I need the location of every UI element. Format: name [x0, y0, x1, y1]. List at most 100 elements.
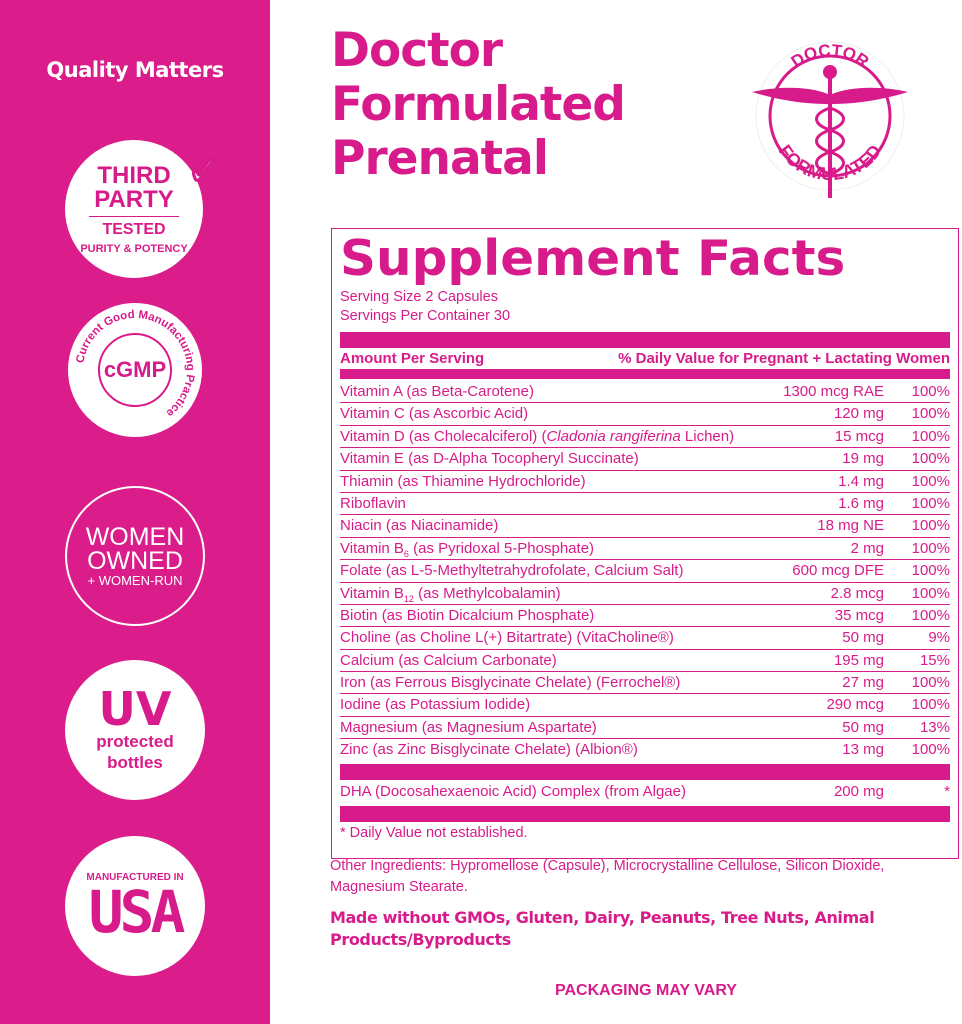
nutrient-rows: Vitamin A (as Beta-Carotene) 1300 mcg RAE… — [340, 381, 950, 762]
third-party-tested-badge: ✓ THIRD PARTY TESTED PURITY & POTENCY — [65, 140, 222, 278]
badge-text: + WOMEN-RUN — [87, 572, 183, 588]
badge-text: THIRD — [97, 161, 171, 189]
badge-text: protected — [96, 732, 174, 751]
nutrient-daily-value: 100% — [911, 562, 950, 580]
nutrient-name-part: Niacin (as Niacinamide) — [340, 517, 499, 535]
divider-bar — [340, 332, 950, 348]
nutrient-name: Iron (as Ferrous Bisglycinate Chelate) (… — [340, 672, 842, 693]
dha-row: DHA (Docosahexaenoic Acid) Complex (from… — [340, 780, 950, 804]
nutrient-name: Iodine (as Potassium Iodide) — [340, 694, 826, 715]
nutrient-daily-value: 100% — [911, 427, 950, 445]
nutrient-name-part: Biotin (as Biotin Dicalcium Phosphate) — [340, 606, 595, 624]
nutrient-name: Niacin (as Niacinamide) — [340, 515, 817, 536]
nutrient-amount: 290 mcg — [826, 696, 884, 714]
title-line: Doctor — [331, 23, 503, 78]
badge-text: TESTED — [89, 215, 179, 239]
nutrient-daily-value: 100% — [911, 606, 950, 624]
nutrient-daily-value: 13% — [919, 718, 950, 736]
packaging-note: PACKAGING MAY VARY — [555, 982, 737, 999]
nutrient-name: Zinc (as Zinc Bisglycinate Chelate) (Alb… — [340, 739, 842, 761]
nutrient-daily-value: 100% — [911, 584, 950, 602]
nutrient-amount: 27 mg — [842, 674, 884, 692]
nutrient-row: Vitamin B6 (as Pyridoxal 5-Phosphate) 2 m… — [340, 538, 950, 561]
nutrient-name: Vitamin B12 (as Methylcobalamin) — [340, 583, 831, 604]
nutrient-amount: 200 mg — [833, 782, 884, 800]
nutrient-row: Biotin (as Biotin Dicalcium Phosphate) 35… — [340, 605, 950, 628]
nutrient-row: Magnesium (as Magnesium Aspartate) 50 mg 1… — [340, 717, 950, 740]
nutrient-name-part: Magnesium (as Magnesium Aspartate) — [340, 718, 597, 736]
nutrient-amount: 1.6 mg — [838, 494, 884, 512]
title-line: Prenatal — [331, 131, 549, 186]
nutrient-name: Thiamin (as Thiamine Hydrochloride) — [340, 471, 838, 492]
nutrient-amount: 195 mg — [833, 651, 884, 669]
nutrient-name-part: Vitamin A (as Beta-Carotene) — [340, 383, 534, 400]
nutrient-row: Vitamin B12 (as Methylcobalamin) 2.8 mcg 1… — [340, 583, 950, 605]
nutrient-amount: 13 mg — [842, 741, 884, 759]
badge-text: MANUFACTURED IN — [86, 871, 184, 883]
nutrient-name-part: Thiamin (as Thiamine Hydrochloride) — [340, 472, 586, 490]
nutrient-row: Vitamin A (as Beta-Carotene) 1300 mcg RAE… — [340, 381, 950, 404]
caduceus-icon — [752, 65, 908, 198]
nutrient-amount: 50 mg — [842, 718, 884, 736]
nutrient-daily-value: 9% — [928, 629, 950, 647]
nutrient-name: Vitamin D (as Cholecalciferol) (Cladonia… — [340, 426, 835, 447]
serving-size: Serving Size 2 Capsules — [340, 289, 498, 305]
nutrient-amount: 2.8 mcg — [830, 584, 884, 602]
nutrient-amount: 19 mg — [842, 450, 884, 468]
nutrient-name-part: Vitamin B — [340, 539, 404, 557]
nutrient-name: Vitamin C (as Ascorbic Acid) — [340, 403, 834, 424]
quality-heading: Quality Matters — [46, 58, 224, 82]
badge-text: cGMP — [98, 333, 172, 407]
free-from-statement: Made without GMOs, Gluten, Dairy, Peanut… — [330, 908, 875, 949]
nutrient-name: Biotin (as Biotin Dicalcium Phosphate) — [340, 605, 835, 626]
nutrient-daily-value: 100% — [911, 539, 950, 557]
badge-text: OWNED — [87, 546, 183, 575]
nutrient-row: Iron (as Ferrous Bisglycinate Chelate) (… — [340, 672, 950, 695]
nutrient-amount: 1300 mcg RAE — [783, 383, 884, 400]
nutrient-amount: 1.4 mg — [838, 472, 884, 490]
nutrient-daily-value: 100% — [911, 696, 950, 714]
supplement-facts-heading: Supplement Facts — [340, 230, 846, 287]
nutrient-daily-value: * — [944, 782, 950, 800]
table-header: Amount Per Serving % Daily Value for Pre… — [340, 348, 950, 369]
supplement-facts-panel: Supplement Facts Serving Size 2 Capsules… — [331, 228, 959, 859]
nutrient-name: DHA (Docosahexaenoic Acid) Complex (from… — [340, 780, 834, 804]
divider-bar — [340, 369, 950, 379]
cgmp-ring-text: Current Good Manufacturing Practice — [74, 309, 196, 419]
nutrient-name-part: (as Pyridoxal 5-Phosphate) — [408, 539, 595, 557]
nutrient-row: Riboflavin 1.6 mg 100% — [340, 493, 950, 516]
nutrient-name-part: Vitamin C (as Ascorbic Acid) — [340, 405, 529, 423]
nutrient-amount: 50 mg — [842, 629, 884, 647]
nutrient-row: Choline (as Choline L(+) Bitartrate) (Vi… — [340, 627, 950, 650]
nutrient-name-part: Folate (as L-5-Methyltetrahydrofolate, C… — [340, 562, 684, 580]
nutrient-name: Folate (as L-5-Methyltetrahydrofolate, C… — [340, 560, 792, 581]
title-line: Formulated — [331, 77, 626, 132]
badge-text: UV — [98, 682, 172, 736]
nutrient-name-part: Vitamin E (as D-Alpha Tocopheryl Succina… — [340, 450, 639, 468]
nutrient-row: Calcium (as Calcium Carbonate) 195 mg 15% — [340, 650, 950, 673]
badge-text: USA — [88, 877, 186, 946]
badge-text: bottles — [107, 753, 163, 772]
nutrient-amount: 35 mcg — [834, 606, 884, 624]
divider-bar — [340, 763, 950, 780]
cgmp-badge: Current Good Manufacturing Practice cGMP — [68, 303, 202, 437]
women-owned-badge: WOMEN OWNED + WOMEN-RUN — [65, 486, 205, 626]
nutrient-daily-value: 100% — [911, 383, 950, 400]
nutrient-row: Niacin (as Niacinamide) 18 mg NE 100% — [340, 515, 950, 538]
nutrient-row: Folate (as L-5-Methyltetrahydrofolate, C… — [340, 560, 950, 583]
nutrient-name-part: Choline (as Choline L(+) Bitartrate) (Vi… — [340, 629, 674, 647]
nutrient-row: Vitamin C (as Ascorbic Acid) 120 mg 100% — [340, 403, 950, 426]
nutrient-row: Vitamin D (as Cholecalciferol) (Cladonia… — [340, 426, 950, 449]
nutrient-row: Thiamin (as Thiamine Hydrochloride) 1.4 m… — [340, 471, 950, 493]
nutrient-daily-value: 100% — [911, 741, 950, 759]
svg-text:Current Good Manufacturing Pra: Current Good Manufacturing Practice — [74, 309, 196, 419]
nutrient-name: Calcium (as Calcium Carbonate) — [340, 650, 834, 671]
nutrient-name: Choline (as Choline L(+) Bitartrate) (Vi… — [340, 627, 842, 648]
made-in-usa-badge: MANUFACTURED IN USA — [65, 836, 205, 976]
daily-value-footnote: * Daily Value not established. — [340, 824, 528, 841]
nutrient-name-part: Calcium (as Calcium Carbonate) — [340, 651, 557, 669]
nutrient-name-part: Zinc (as Zinc Bisglycinate Chelate) (Alb… — [340, 741, 638, 759]
cgmp-ring: Current Good Manufacturing Practice — [74, 309, 196, 419]
nutrient-row: Vitamin E (as D-Alpha Tocopheryl Succina… — [340, 448, 950, 471]
nutrient-name-part: Iodine (as Potassium Iodide) — [340, 696, 531, 714]
